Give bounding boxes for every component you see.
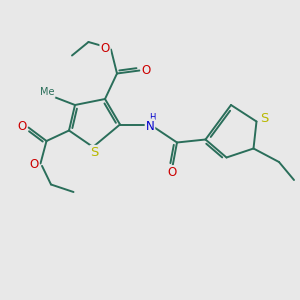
Text: H: H [149, 113, 155, 122]
Text: O: O [167, 166, 176, 179]
Text: N: N [146, 119, 154, 133]
Text: S: S [90, 146, 99, 159]
Text: O: O [29, 158, 38, 172]
Text: O: O [142, 64, 151, 77]
Text: O: O [17, 119, 26, 133]
Text: S: S [260, 112, 268, 125]
Text: O: O [100, 41, 109, 55]
Text: Me: Me [40, 87, 55, 97]
